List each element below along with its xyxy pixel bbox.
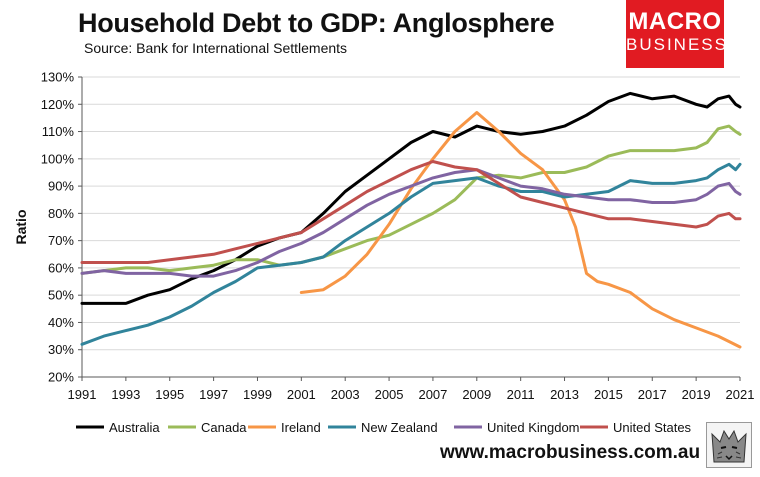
series-line-united-kingdom <box>80 168 742 278</box>
y-tick-label: 90% <box>48 179 74 194</box>
legend-label: New Zealand <box>361 420 438 435</box>
site-url[interactable]: www.macrobusiness.com.au <box>440 442 701 463</box>
y-tick-label: 130% <box>41 70 75 85</box>
logo-line-2: BUSINESS <box>626 35 728 54</box>
y-axis-label: Ratio <box>13 210 29 245</box>
y-tick-label: 120% <box>41 97 75 112</box>
chart-title: Household Debt to GDP: Anglosphere <box>78 8 555 38</box>
logo-line-1: MACRO <box>628 8 722 35</box>
x-tick-label: 2011 <box>507 387 535 402</box>
wolf-logo-icon <box>706 422 752 468</box>
x-tick-label: 2021 <box>726 387 755 402</box>
legend-label: United States <box>613 420 692 435</box>
x-tick-label: 1993 <box>111 387 140 402</box>
x-tick-label: 2009 <box>462 387 491 402</box>
x-tick-label: 1999 <box>243 387 272 402</box>
y-tick-label: 100% <box>41 151 75 166</box>
x-tick-label: 2013 <box>550 387 579 402</box>
x-tick-label: 1997 <box>199 387 228 402</box>
x-tick-label: 2003 <box>331 387 360 402</box>
y-tick-label: 40% <box>48 315 74 330</box>
legend-label: United Kingdom <box>487 420 580 435</box>
x-tick-label: 2001 <box>287 387 316 402</box>
y-tick-label: 110% <box>42 124 75 139</box>
legend-label: Canada <box>201 420 247 435</box>
y-tick-label: 60% <box>48 260 74 275</box>
y-tick-label: 80% <box>48 206 74 221</box>
macrobusiness-logo[interactable]: MACRO BUSINESS <box>626 0 728 68</box>
x-tick-label: 2005 <box>375 387 404 402</box>
x-tick-label: 2007 <box>418 387 447 402</box>
x-tick-label: 2015 <box>594 387 623 402</box>
chart-source: Source: Bank for International Settlemen… <box>84 40 348 56</box>
legend-label: Ireland <box>281 420 321 435</box>
y-tick-label: 50% <box>48 288 74 303</box>
series-line-canada <box>80 124 742 275</box>
legend-label: Australia <box>109 420 160 435</box>
series-line-united-states <box>80 160 742 264</box>
series-line-new-zealand <box>80 162 742 346</box>
y-tick-label: 30% <box>48 342 74 357</box>
y-tick-label: 20% <box>48 370 74 385</box>
x-tick-label: 2017 <box>638 387 667 402</box>
x-tick-label: 1995 <box>155 387 184 402</box>
x-tick-label: 1991 <box>68 387 97 402</box>
y-tick-label: 70% <box>48 233 74 248</box>
x-tick-label: 2019 <box>682 387 711 402</box>
series-line-ireland <box>299 111 742 349</box>
